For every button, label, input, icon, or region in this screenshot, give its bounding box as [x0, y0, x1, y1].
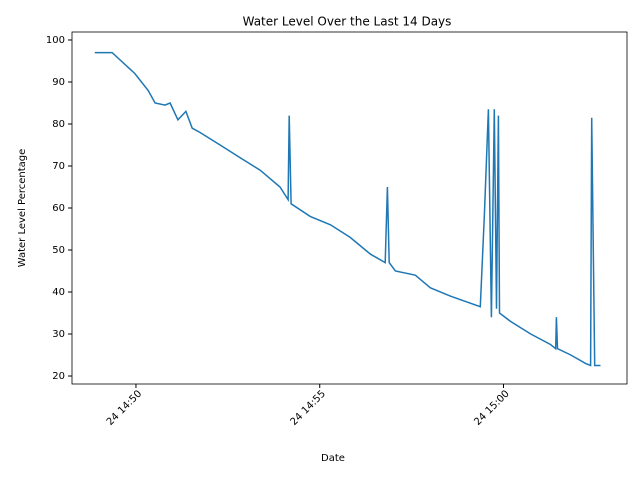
chart-title: Water Level Over the Last 14 Days — [243, 15, 452, 29]
x-tick-label: 24 14:55 — [289, 388, 328, 427]
y-tick-label: 70 — [52, 161, 65, 172]
y-tick-label: 60 — [52, 203, 65, 214]
x-axis-label: Date — [321, 453, 345, 464]
x-tick-label: 24 14:50 — [105, 388, 144, 427]
y-tick-label: 40 — [52, 287, 65, 298]
y-tick-label: 100 — [46, 35, 65, 46]
y-tick-label: 80 — [52, 119, 65, 130]
y-tick-label: 20 — [52, 371, 65, 382]
y-tick-label: 90 — [52, 77, 65, 88]
plot-frame — [71, 31, 628, 385]
y-axis-label: Water Level Percentage — [17, 149, 28, 268]
data-line — [94, 51, 601, 367]
x-tick-label: 24 15:00 — [472, 388, 511, 427]
y-tick-label: 30 — [52, 329, 65, 340]
y-tick-label: 50 — [52, 245, 65, 256]
